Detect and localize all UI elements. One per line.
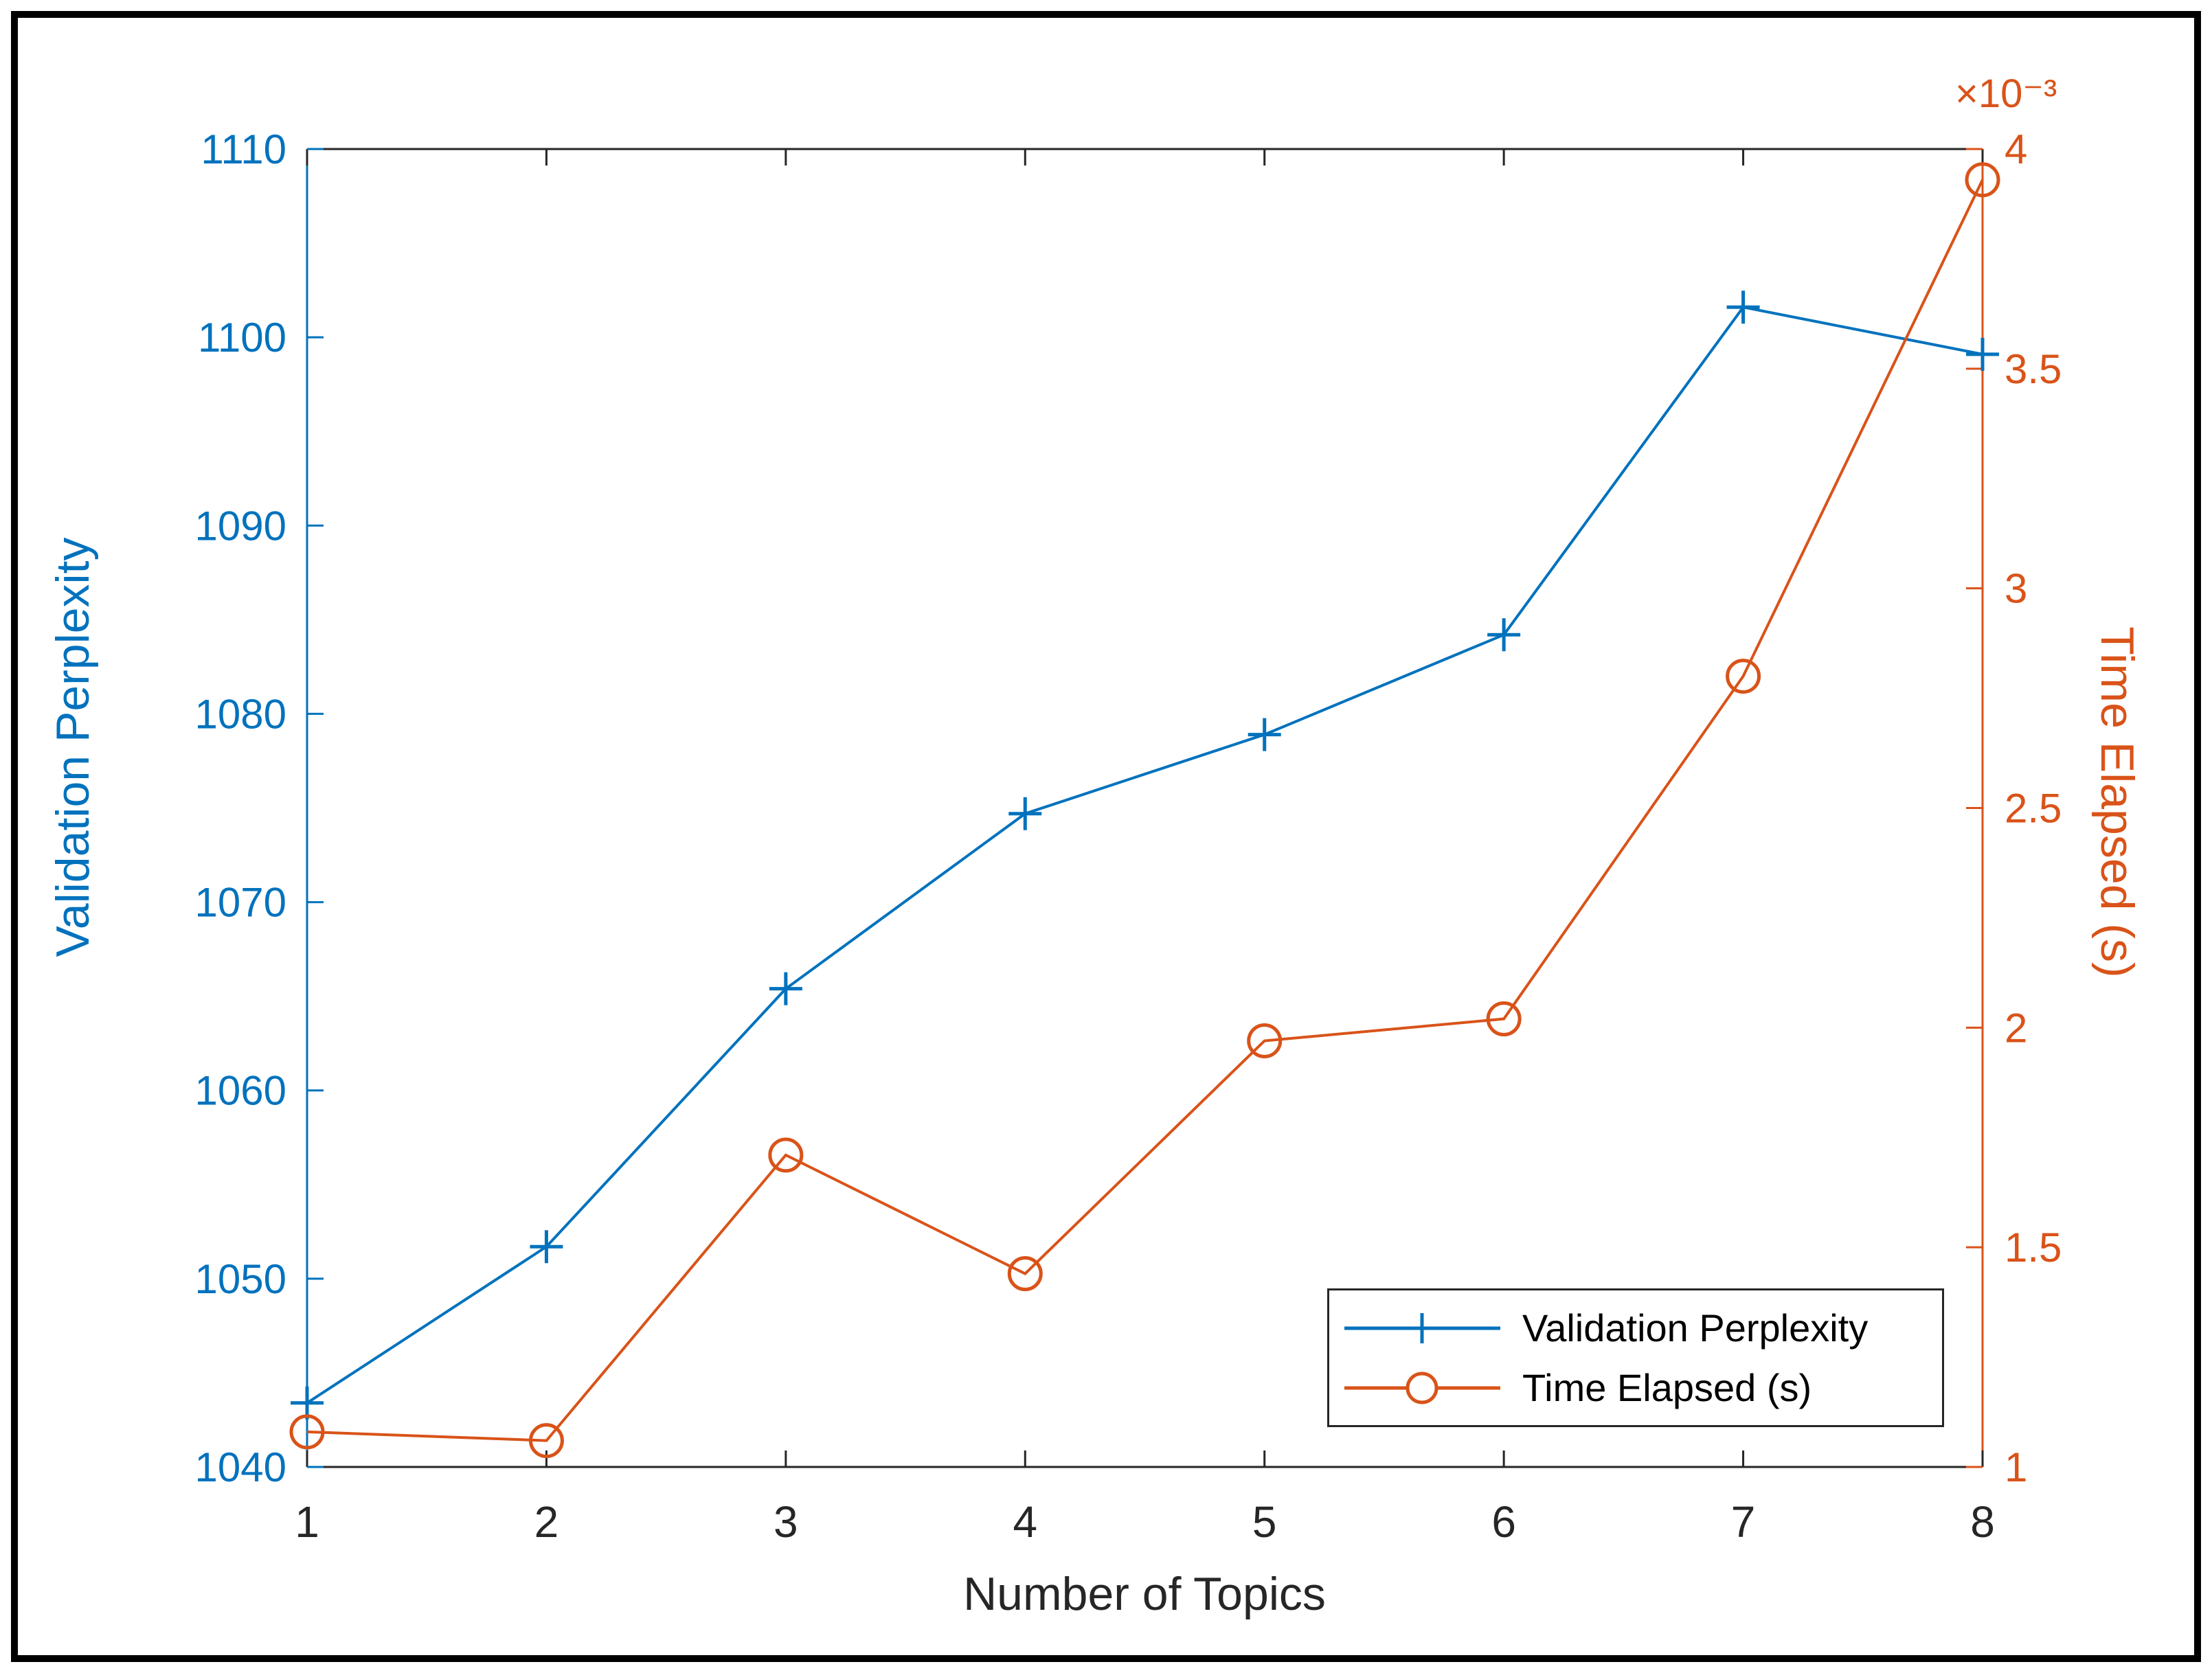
legend-label: Validation Perplexity [1522,1306,1869,1350]
right-tick-label: 2 [2005,1005,2027,1051]
right-tick-label: 3 [2005,566,2027,612]
x-tick-label: 2 [534,1497,559,1547]
legend-entry-time-elapsed: Time Elapsed (s) [1342,1365,1942,1410]
right-tick-label: 1.5 [2005,1225,2062,1271]
x-tick-label: 3 [774,1497,798,1547]
right-tick-label: 1 [2005,1444,2027,1490]
axes-box [306,148,1984,1468]
x-tick-label: 4 [1013,1497,1037,1547]
legend-entry-validation-perplexity: Validation Perplexity [1342,1306,1942,1350]
left-tick-label: 1090 [195,503,286,549]
left-tick-label: 1070 [195,880,286,926]
right-tick-label: 3.5 [2005,346,2062,392]
left-tick-label: 1080 [195,691,286,737]
left-axis-ticks: 1040 1050 1060 1070 1080 1090 1100 1110 [195,126,324,1490]
x-axis-label: Number of Topics [963,1568,1326,1620]
legend-label: Time Elapsed (s) [1522,1366,1812,1409]
right-tick-label: 2.5 [2005,786,2062,832]
x-tick-label: 1 [295,1497,319,1547]
left-tick-label: 1110 [201,126,286,172]
right-tick-label: 4 [2005,126,2027,172]
left-y-axis-label: Validation Perplexity [47,537,99,957]
left-tick-label: 1050 [195,1256,286,1302]
x-tick-label: 8 [1970,1497,1995,1547]
x-tick-label: 6 [1491,1497,1516,1547]
right-axis-ticks: 1 1.5 2 2.5 3 3.5 4 [1966,126,2062,1490]
left-tick-label: 1060 [195,1068,286,1114]
right-axis-multiplier: ×10⁻³ [1955,71,2057,116]
left-tick-label: 1100 [198,315,286,361]
series-validation-perplexity [291,291,1999,1420]
right-y-axis-label: Time Elapsed (s) [2091,626,2143,978]
series-time-elapsed-s- [289,162,2000,1459]
x-tick-label: 5 [1252,1497,1277,1547]
left-tick-label: 1040 [195,1444,286,1490]
x-axis-ticks: 1 2 3 4 5 6 7 8 [295,149,1995,1547]
legend: Validation Perplexity Time Elapsed (s) [1327,1288,1944,1427]
legend-sample-circle-line [1344,1372,1500,1404]
legend-sample-plus-line [1344,1312,1500,1343]
x-tick-label: 7 [1731,1497,1756,1547]
